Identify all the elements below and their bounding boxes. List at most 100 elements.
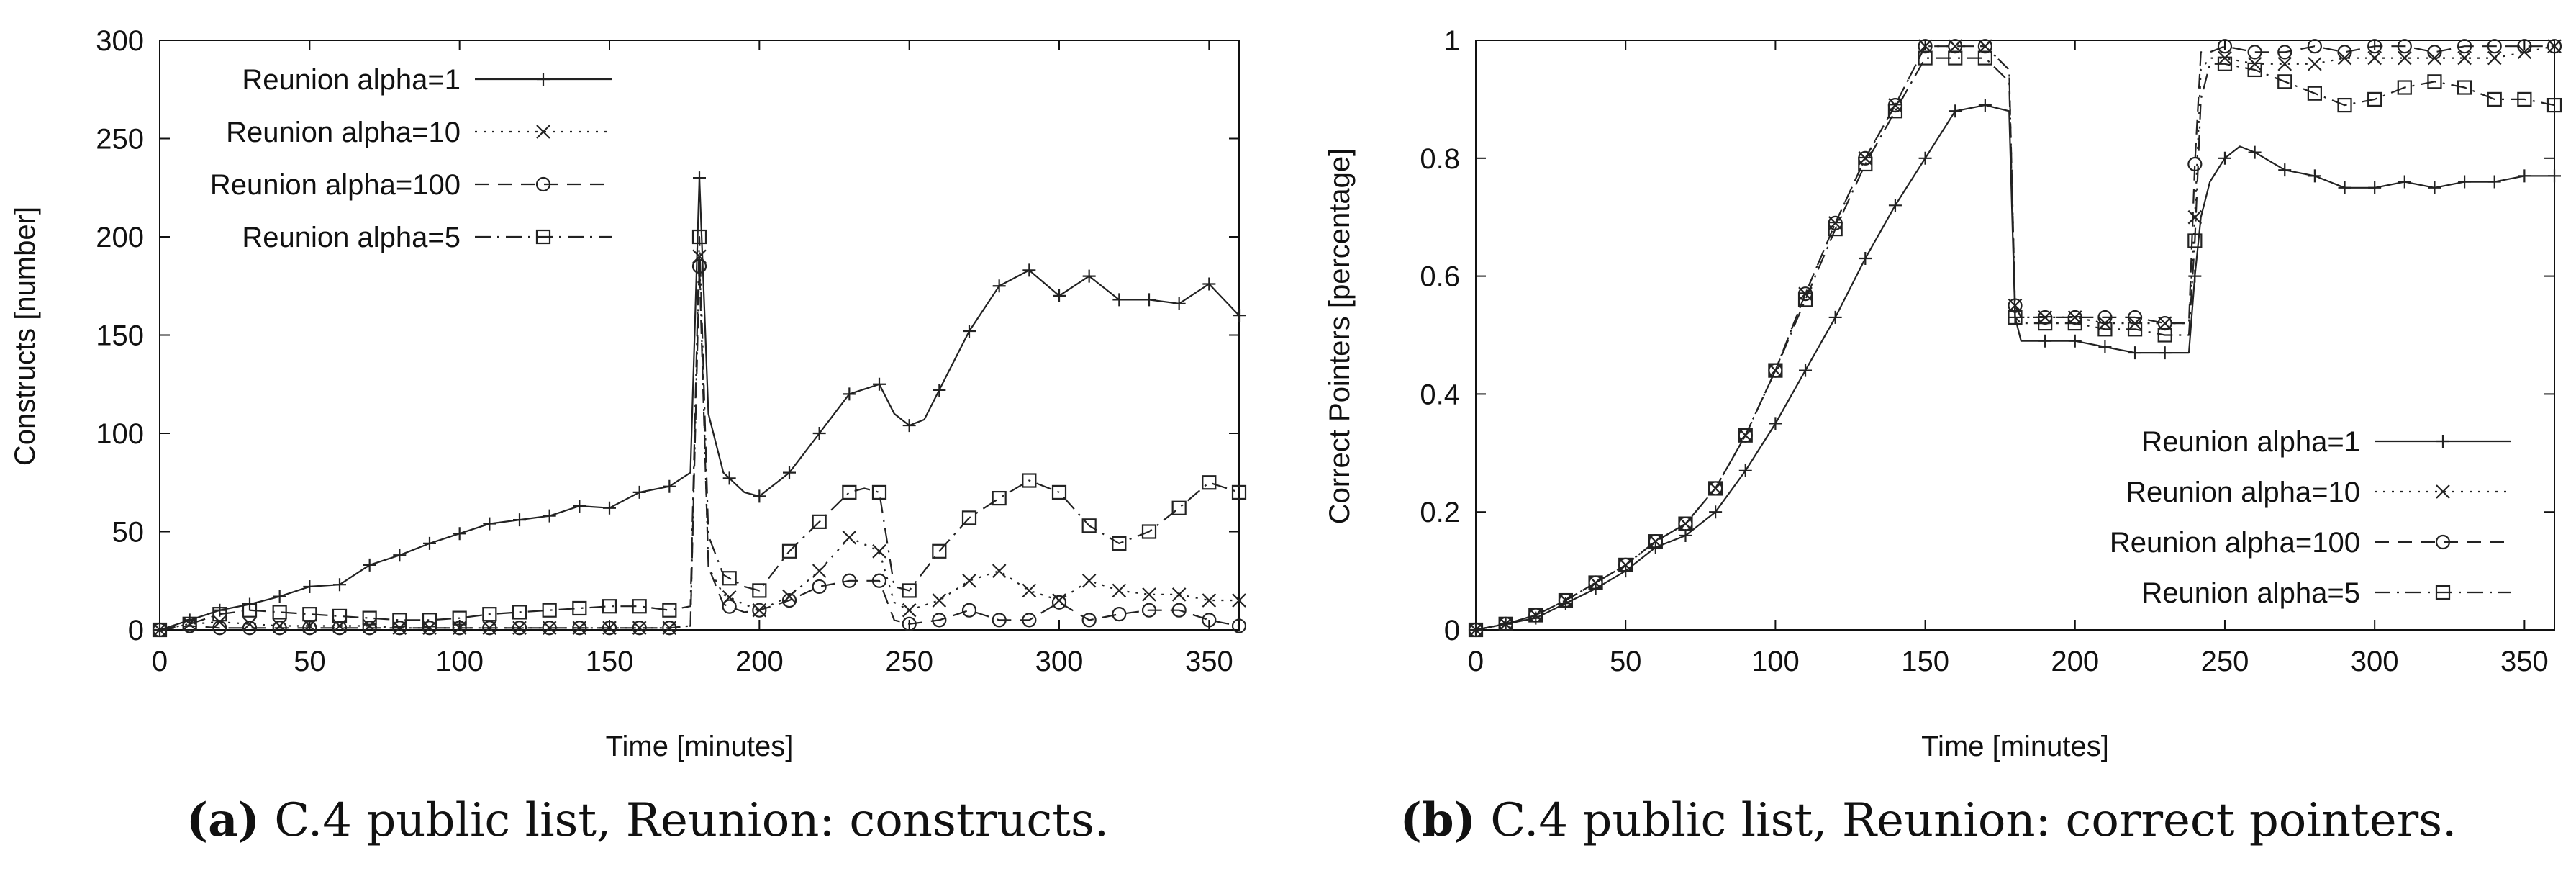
- data-point: [752, 583, 767, 598]
- x-tick-label: 150: [586, 646, 634, 677]
- data-point: [2187, 233, 2203, 248]
- series-1: [1469, 99, 2561, 636]
- data-point: [1918, 50, 1933, 66]
- data-point: [1648, 534, 1663, 549]
- data-point: [902, 616, 917, 631]
- data-point: [753, 489, 766, 503]
- data-point: [1949, 104, 1962, 118]
- data-point: [572, 600, 587, 616]
- data-point: [302, 621, 317, 636]
- data-point: [542, 603, 557, 618]
- data-point: [2397, 39, 2412, 54]
- data-point: [482, 607, 497, 622]
- chart-b-correct-pointers: 0 50 100 150 200 250 300 350 0 0.2 0.4 0.6 0.8 1 Time …: [1324, 25, 2562, 762]
- legend-marker: [536, 125, 550, 139]
- x-axis-title: Time [minutes]: [1921, 731, 2109, 762]
- data-point: [2038, 334, 2052, 348]
- y-tick-label: 0.2: [1420, 497, 1460, 528]
- data-point: [752, 603, 767, 618]
- data-point: [2097, 322, 2113, 337]
- y-tick-label: 0: [1444, 615, 1460, 646]
- data-point: [632, 485, 646, 499]
- y-tick-label: 150: [96, 320, 144, 352]
- data-point: [932, 543, 947, 559]
- data-point: [1618, 557, 1633, 573]
- data-point: [2038, 316, 2053, 331]
- data-point: [2277, 45, 2292, 60]
- x-tick-label: 300: [2351, 646, 2399, 677]
- series-4: [1468, 50, 2562, 638]
- data-point: [782, 589, 797, 604]
- data-point: [242, 603, 258, 618]
- data-point: [1232, 593, 1246, 608]
- data-point: [992, 564, 1007, 578]
- data-point: [482, 621, 497, 636]
- series-line: [1475, 45, 2554, 631]
- data-point: [1528, 608, 1543, 623]
- data-point: [1022, 263, 1036, 277]
- chart-a-constructs: 0 50 100 150 200 250 300 350 0 50 100 150 200 250 300 T…: [9, 25, 1247, 762]
- caption-b-tag: b: [1421, 793, 1454, 847]
- data-point: [871, 484, 887, 500]
- data-point: [963, 325, 976, 338]
- data-point: [992, 490, 1007, 506]
- data-point: [362, 618, 377, 633]
- y-tick-label: 50: [112, 517, 145, 549]
- y-tick-label: 0.8: [1420, 143, 1460, 175]
- data-point: [2367, 39, 2382, 54]
- data-point: [1081, 613, 1097, 628]
- data-point: [393, 549, 407, 562]
- data-point: [1708, 481, 1723, 496]
- y-tick-label: 250: [96, 124, 144, 155]
- data-point: [1738, 428, 1753, 443]
- legend-label: Reunion alpha=5: [2141, 577, 2360, 609]
- data-point: [2337, 97, 2352, 113]
- legend-marker: [2436, 484, 2450, 499]
- x-tick-label: 300: [1035, 646, 1084, 677]
- data-point: [1888, 199, 1902, 212]
- data-point: [812, 579, 827, 595]
- data-point: [2248, 145, 2262, 159]
- series-2: [1469, 39, 2562, 637]
- data-point: [871, 573, 887, 588]
- data-point: [2457, 39, 2472, 54]
- data-point: [182, 617, 197, 631]
- legend-marker: [2435, 534, 2451, 550]
- data-point: [1141, 603, 1157, 618]
- data-point: [2308, 56, 2322, 71]
- data-point: [902, 603, 917, 618]
- data-point: [2427, 45, 2442, 60]
- data-point: [273, 590, 286, 603]
- data-point: [902, 583, 917, 598]
- data-point: [1828, 310, 1842, 324]
- data-point: [1171, 603, 1187, 618]
- x-tick-label: 100: [435, 646, 484, 677]
- data-point: [152, 622, 168, 638]
- data-point: [1172, 297, 1186, 310]
- data-point: [423, 536, 436, 550]
- data-point: [873, 377, 886, 391]
- data-point: [1498, 616, 1513, 631]
- y-axis-title: Correct Pointers [percentage]: [1324, 148, 1356, 524]
- data-point: [513, 513, 526, 527]
- data-point: [1233, 309, 1246, 322]
- y-tick-label: 1: [1444, 25, 1460, 57]
- data-point: [483, 517, 496, 531]
- data-point: [572, 621, 587, 636]
- x-tick-label: 350: [2500, 646, 2549, 677]
- data-point: [812, 427, 826, 440]
- data-point: [212, 621, 227, 636]
- data-point: [512, 621, 527, 636]
- data-point: [2068, 334, 2082, 348]
- legend-label: Reunion alpha=10: [2126, 477, 2360, 508]
- data-point: [2518, 169, 2531, 183]
- y-tick-label: 0.6: [1420, 261, 1460, 293]
- data-point: [332, 618, 347, 633]
- caption-b-text: C.4 public list, Reunion: correct pointe…: [1490, 794, 2457, 847]
- data-point: [2487, 91, 2502, 107]
- data-point: [2247, 62, 2262, 78]
- data-point: [603, 501, 616, 515]
- data-point: [1202, 475, 1217, 490]
- data-point: [663, 479, 676, 493]
